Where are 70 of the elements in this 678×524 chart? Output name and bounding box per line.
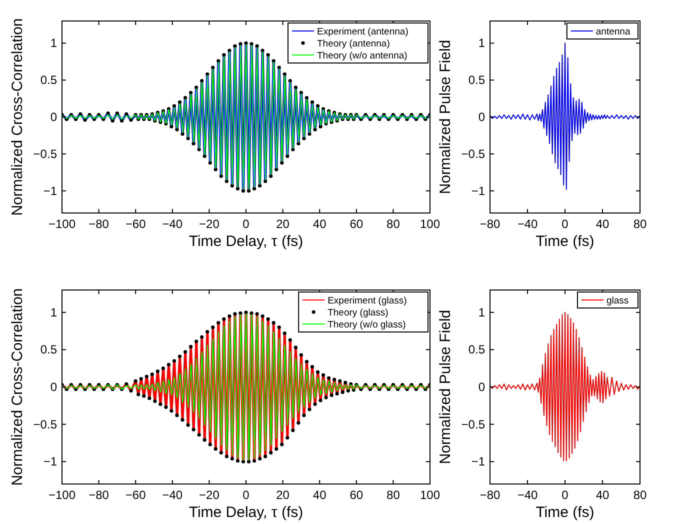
legend-label: Theory (w/o glass) [328,320,406,330]
legend-label: Theory (w/o antenna) [317,50,408,62]
y-tick-label: 1 [478,36,486,50]
x-tick-label: −40 [162,217,183,231]
x-tick-label: −100 [48,217,76,231]
x-tick-label: 80 [633,488,647,502]
y-tick-label: −1 [471,454,486,469]
y-axis-title: Normalized Cross-Correlation [9,288,26,486]
legend-label: antenna [596,26,631,38]
legend-label: Theory (antenna) [317,38,390,50]
x-tick-label: −60 [125,217,146,231]
y-tick-label: 0 [478,110,486,124]
x-tick-label: 60 [350,488,364,502]
y-tick-label: −0.5 [461,146,486,161]
line-series [490,312,640,462]
x-tick-label: −40 [162,488,183,502]
x-tick-label: 80 [386,488,400,502]
x-tick-label: −20 [199,488,220,502]
x-tick-label: −80 [88,217,110,231]
line-series [490,42,640,190]
x-tick-label: 40 [596,488,610,502]
x-tick-label: −40 [517,488,538,502]
x-tick-label: −80 [480,217,500,231]
x-tick-label: 40 [312,217,327,231]
y-tick-label: −1 [43,184,58,198]
x-tick-label: −40 [517,217,538,231]
y-tick-label: −0.5 [33,146,58,161]
y-axis-title: Normalized Pulse Field [437,310,454,464]
y-tick-label: 0.5 [468,73,486,88]
y-tick-label: 0 [478,380,486,394]
x-tick-label: 80 [633,217,647,231]
x-axis-title: Time Delay, τ (fs) [188,233,304,250]
y-tick-label: −0.5 [33,417,58,432]
y-axis-title: Normalized Cross-Correlation [9,18,26,216]
x-tick-label: 20 [276,217,290,231]
x-tick-label: 100 [420,488,440,502]
y-axis-title: Normalized Pulse Field [437,40,454,194]
y-tick-label: 1 [50,36,58,50]
x-tick-label: −80 [480,488,500,502]
legend-label: glass [606,296,629,306]
x-tick-label: 80 [386,217,400,231]
x-tick-label: −80 [88,488,110,502]
x-tick-label: 0 [562,488,569,502]
legend-label: Experiment (antenna) [317,26,408,38]
x-tick-label: 0 [242,217,250,231]
x-axis-title: Time (fs) [536,233,594,250]
x-tick-label: −20 [199,217,220,231]
y-tick-label: 1 [478,305,486,320]
x-axis-title: Time (fs) [536,504,594,521]
y-tick-label: −1 [43,454,58,469]
y-tick-label: 0.5 [40,342,58,357]
y-tick-label: 0 [50,110,58,124]
y-tick-label: −1 [471,184,486,198]
x-tick-label: 0 [242,488,250,502]
legend-label: Theory (glass) [328,308,388,318]
y-tick-label: 0 [50,380,58,394]
x-tick-label: −60 [125,488,146,502]
x-tick-label: 20 [276,488,290,502]
x-tick-label: 40 [312,488,327,502]
x-axis-title: Time Delay, τ (fs) [188,504,304,521]
legend-label: Experiment (glass) [328,296,407,306]
y-tick-label: 1 [50,305,58,320]
y-tick-label: 0.5 [40,73,58,88]
x-tick-label: 0 [562,217,569,231]
x-tick-label: 40 [596,217,610,231]
y-tick-label: −0.5 [461,417,486,432]
y-tick-label: 0.5 [468,342,486,357]
x-tick-label: 100 [420,217,440,231]
x-tick-label: −100 [48,488,76,502]
x-tick-label: 60 [350,217,364,231]
